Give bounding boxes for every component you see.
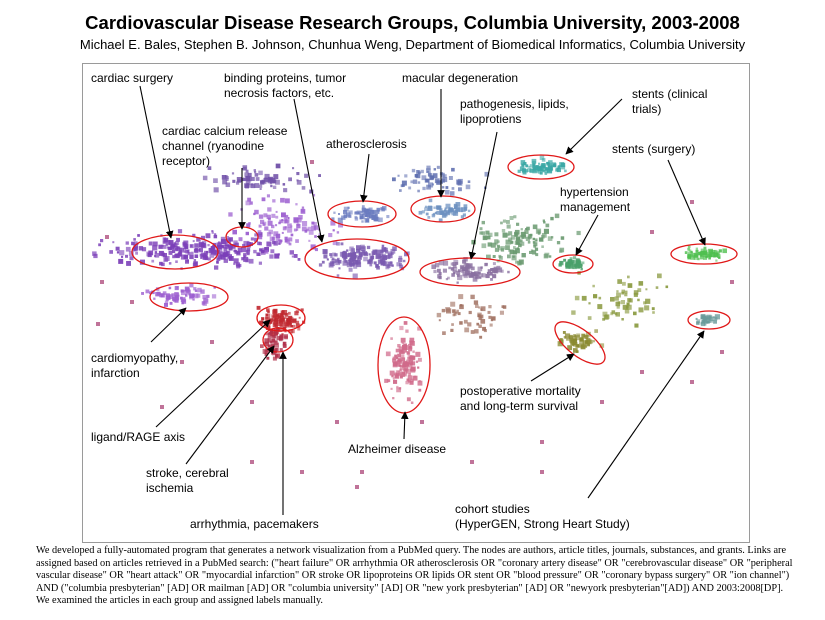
ellipse-cohort (687, 310, 731, 330)
ellipse-stroke (262, 327, 294, 353)
authors-line: Michael E. Bales, Stephen B. Johnson, Ch… (79, 37, 746, 52)
arrow-postoperative (530, 353, 575, 382)
arrow-alzheimer (400, 411, 409, 440)
label-atherosclerosis: atherosclerosis (326, 137, 407, 151)
arrow-atherosclerosis (360, 153, 370, 203)
ellipse-stents-clinical (507, 154, 575, 180)
label-hypertension: hypertension management (560, 185, 631, 214)
cluster-ellipses (131, 154, 738, 414)
ellipse-ligand-rage (256, 304, 306, 332)
annotation-arrows (139, 85, 706, 515)
label-cardiac-surgery: cardiac surgery (91, 71, 173, 85)
ellipse-cardiac-surgery (131, 234, 219, 270)
arrow-stents-clinical (565, 98, 623, 155)
ellipse-hypertension (552, 254, 594, 274)
label-alzheimer: Alzheimer disease (348, 442, 446, 456)
label-stents-surgery: stents (surgery) (612, 142, 695, 156)
arrow-cardiomyopathy (150, 307, 187, 343)
arrow-stroke (185, 345, 275, 465)
label-binding-proteins: binding proteins, tumor necrosis factors,… (224, 71, 346, 100)
arrow-binding-proteins (293, 98, 325, 243)
arrow-ligand-rage (155, 319, 271, 428)
arrow-pathogenesis (468, 131, 498, 260)
arrow-stents-surgery (667, 159, 706, 246)
network-panel (82, 63, 750, 543)
label-stroke: stroke, cerebral ischemia (146, 466, 229, 495)
arrow-cardiac-surgery (139, 85, 174, 239)
ellipse-cardiomyopathy (149, 282, 229, 312)
ellipse-postoperative (554, 321, 606, 365)
label-calcium-channel: cardiac calcium release channel (ryanodin… (162, 124, 288, 168)
label-postoperative: postoperative mortality and long-term sur… (460, 384, 581, 413)
methods-caption: We developed a fully-automated program t… (36, 545, 793, 607)
label-cardiomyopathy: cardiomyopathy, infarction (91, 351, 178, 380)
ellipse-binding-proteins (304, 238, 410, 280)
label-ligand-rage: ligand/RAGE axis (91, 430, 185, 444)
annotation-labels: cardiac surgery binding proteins, tumor n… (91, 71, 707, 531)
arrow-hypertension (575, 214, 599, 256)
label-macular-degeneration: macular degeneration (402, 71, 518, 85)
label-cohort: cohort studies (HyperGEN, Strong Heart St… (455, 502, 630, 531)
label-stents-clinical: stents (clinical trials) (632, 87, 707, 116)
network-nodes (92, 155, 734, 489)
label-pathogenesis: pathogenesis, lipids, lipoprotiens (460, 97, 569, 126)
label-arrhythmia: arrhythmia, pacemakers (190, 517, 319, 531)
page-title: Cardiovascular Disease Research Groups, … (85, 12, 740, 33)
arrow-cohort (587, 330, 705, 499)
